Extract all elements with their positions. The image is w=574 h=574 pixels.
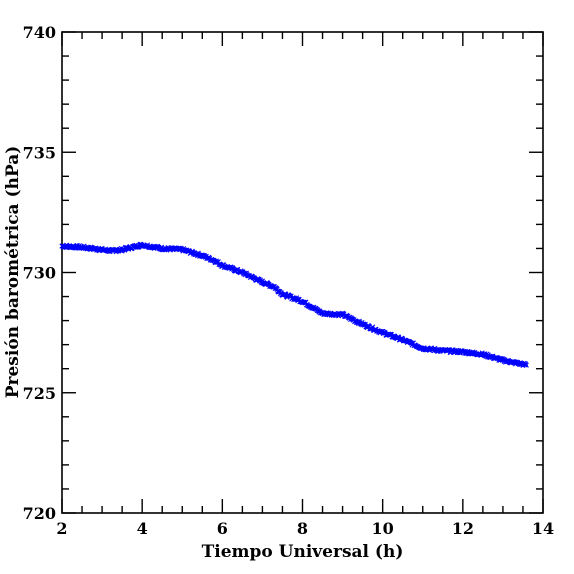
x-tick-label: 10 [372, 519, 394, 538]
y-tick-label: 730 [23, 264, 56, 283]
x-tick-label: 6 [217, 519, 228, 538]
y-tick-label: 720 [23, 504, 56, 523]
data-points-layer [59, 241, 529, 369]
y-tick-label: 735 [23, 143, 56, 162]
x-tick-label: 14 [532, 519, 554, 538]
x-tick-label: 2 [56, 519, 67, 538]
x-axis-title: Tiempo Universal (h) [202, 542, 404, 562]
x-tick-label: 12 [452, 519, 474, 538]
x-tick-label: 8 [297, 519, 308, 538]
ticks-layer [61, 31, 544, 514]
tick-labels-layer: 2 4 6 8 10 12 14 720 725 730 735 740 [23, 23, 555, 538]
y-tick-label: 740 [23, 23, 56, 42]
y-axis-title: Presión barométrica (hPa) [3, 146, 23, 399]
data-point [523, 362, 529, 368]
plot-frame [61, 31, 544, 514]
y-tick-label: 725 [23, 384, 56, 403]
x-tick-label: 4 [137, 519, 148, 538]
